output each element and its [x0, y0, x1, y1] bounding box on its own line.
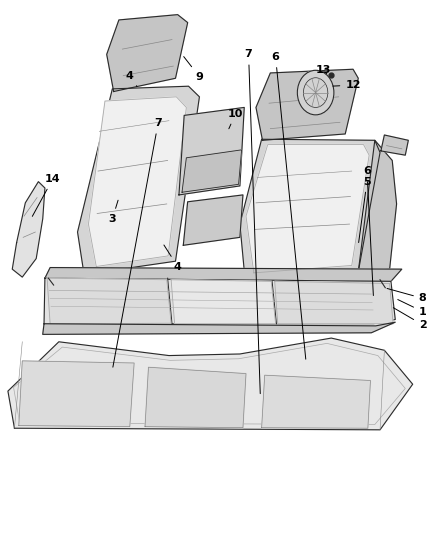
- Polygon shape: [88, 97, 186, 266]
- Polygon shape: [246, 144, 369, 273]
- Polygon shape: [19, 361, 134, 426]
- Text: 14: 14: [32, 174, 60, 216]
- Polygon shape: [256, 69, 358, 140]
- Polygon shape: [8, 338, 413, 430]
- Text: 8: 8: [387, 288, 427, 303]
- Polygon shape: [45, 268, 402, 281]
- Polygon shape: [43, 322, 395, 334]
- Polygon shape: [107, 14, 187, 92]
- Text: 4: 4: [164, 245, 182, 271]
- Text: 4: 4: [126, 70, 137, 86]
- Text: 6: 6: [363, 166, 373, 295]
- Polygon shape: [358, 140, 396, 272]
- Polygon shape: [47, 278, 171, 324]
- Text: 3: 3: [109, 200, 118, 224]
- Polygon shape: [184, 195, 243, 245]
- Polygon shape: [182, 150, 242, 192]
- Text: 12: 12: [333, 80, 361, 90]
- Text: 9: 9: [184, 56, 203, 82]
- Text: 1: 1: [398, 300, 427, 317]
- Polygon shape: [145, 367, 246, 427]
- Text: 5: 5: [359, 176, 371, 243]
- Text: 2: 2: [393, 308, 427, 330]
- Polygon shape: [179, 108, 244, 195]
- Text: 7: 7: [113, 118, 162, 367]
- Polygon shape: [240, 139, 380, 280]
- Polygon shape: [261, 375, 371, 428]
- Text: 10: 10: [228, 109, 243, 129]
- Text: 13: 13: [316, 66, 331, 75]
- Circle shape: [297, 70, 334, 115]
- Polygon shape: [44, 278, 395, 324]
- Polygon shape: [78, 86, 199, 274]
- Polygon shape: [381, 135, 408, 155]
- Polygon shape: [171, 280, 276, 324]
- Text: 6: 6: [272, 52, 306, 359]
- Polygon shape: [12, 182, 45, 277]
- Polygon shape: [275, 281, 393, 324]
- Text: 7: 7: [245, 50, 260, 394]
